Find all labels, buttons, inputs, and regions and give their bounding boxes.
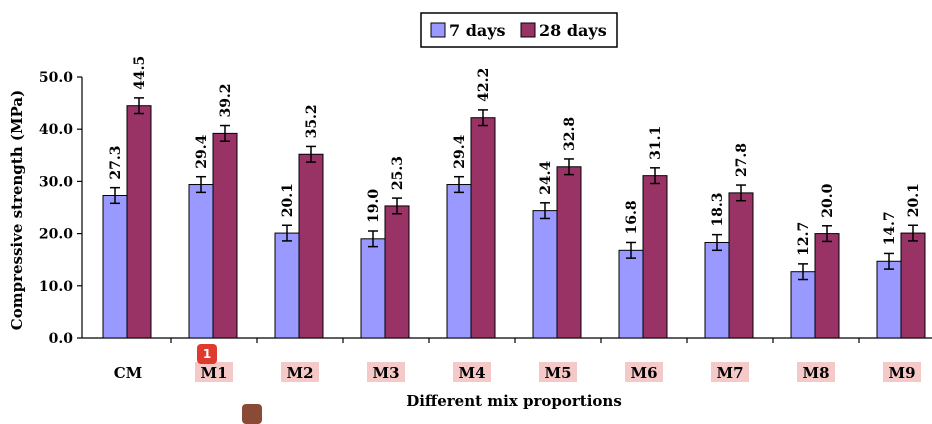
plot-area: 0.0 10.0 20.0 30.0 40.0 50.0 CM 27.3 44.5 M1 29.4 3… [39, 56, 932, 382]
annotation-badge-2 [242, 404, 262, 424]
category-label: M9 [888, 364, 915, 382]
data-label: 35.2 [304, 104, 320, 138]
bar [790, 271, 816, 339]
data-label: 29.4 [452, 134, 468, 168]
bar [556, 166, 582, 339]
bar [814, 233, 840, 339]
data-label: 20.0 [820, 183, 836, 217]
bar [384, 205, 410, 339]
highlight-layer [195, 362, 921, 382]
bar [876, 260, 902, 339]
bar [532, 210, 558, 339]
legend-swatch-7-days [430, 22, 446, 38]
category-highlight [797, 362, 835, 382]
bar [298, 153, 324, 339]
category-highlight [453, 362, 491, 382]
data-label: 31.1 [648, 126, 664, 160]
category-label: M6 [630, 364, 657, 382]
legend: 7 days 28 days [420, 12, 618, 48]
x-axis-title: Different mix proportions [406, 392, 622, 410]
y-tick-label: 30.0 [39, 174, 73, 190]
data-label: 14.7 [882, 211, 898, 245]
category-highlight [281, 362, 319, 382]
data-label: 27.8 [734, 143, 750, 177]
bar [642, 175, 668, 339]
data-label: 44.5 [132, 56, 148, 90]
bar [900, 232, 926, 339]
category-highlight [711, 362, 749, 382]
data-label: 12.7 [796, 222, 812, 256]
data-label: 39.2 [218, 83, 234, 117]
category-label: M2 [286, 364, 313, 382]
category-label: M4 [458, 364, 485, 382]
y-tick-label: 50.0 [39, 70, 73, 86]
category-label: M3 [372, 364, 399, 382]
data-label: 19.0 [366, 189, 382, 223]
data-label: 24.4 [538, 160, 554, 194]
legend-label-28-days: 28 days [539, 21, 607, 40]
bar [360, 238, 386, 339]
bar [126, 105, 152, 339]
bar [212, 132, 238, 339]
data-label: 16.8 [624, 200, 640, 234]
y-axis-title: Compressive strength (MPa) [8, 90, 26, 330]
category-label: CM [114, 364, 143, 382]
y-tick-label: 40.0 [39, 122, 73, 138]
legend-box [420, 12, 618, 48]
y-tick-label: 10.0 [39, 279, 73, 295]
data-label: 20.1 [906, 183, 922, 217]
category-label: M1 [200, 364, 227, 382]
data-label: 32.8 [562, 117, 578, 151]
category-highlight [195, 362, 233, 382]
data-label: 29.4 [194, 134, 210, 168]
bar [728, 192, 754, 339]
bar [446, 184, 472, 339]
category-highlight [539, 362, 577, 382]
legend-swatch-28-days [520, 22, 536, 38]
legend-label-7-days: 7 days [449, 21, 506, 40]
y-tick-label: 0.0 [49, 331, 74, 347]
bar-chart: 7 days 28 days 0.0 10.0 20.0 30.0 40.0 50.0 CM… [8, 12, 932, 410]
category-label: M7 [716, 364, 743, 382]
data-label: 27.3 [108, 146, 124, 180]
bar [470, 117, 496, 339]
y-tick-label: 20.0 [39, 227, 73, 243]
category-highlight [367, 362, 405, 382]
data-label: 18.3 [710, 193, 726, 227]
category-highlight [883, 362, 921, 382]
bar [618, 249, 644, 339]
data-label: 20.1 [280, 183, 296, 217]
bar [274, 232, 300, 339]
data-label: 25.3 [390, 156, 406, 190]
category-label: M8 [802, 364, 829, 382]
data-label: 42.2 [476, 68, 492, 102]
category-highlight [625, 362, 663, 382]
bar [704, 241, 730, 339]
category-label: M5 [544, 364, 571, 382]
annotation-badge-1: 1 [197, 344, 217, 364]
bar [188, 184, 214, 339]
bar [102, 194, 128, 339]
